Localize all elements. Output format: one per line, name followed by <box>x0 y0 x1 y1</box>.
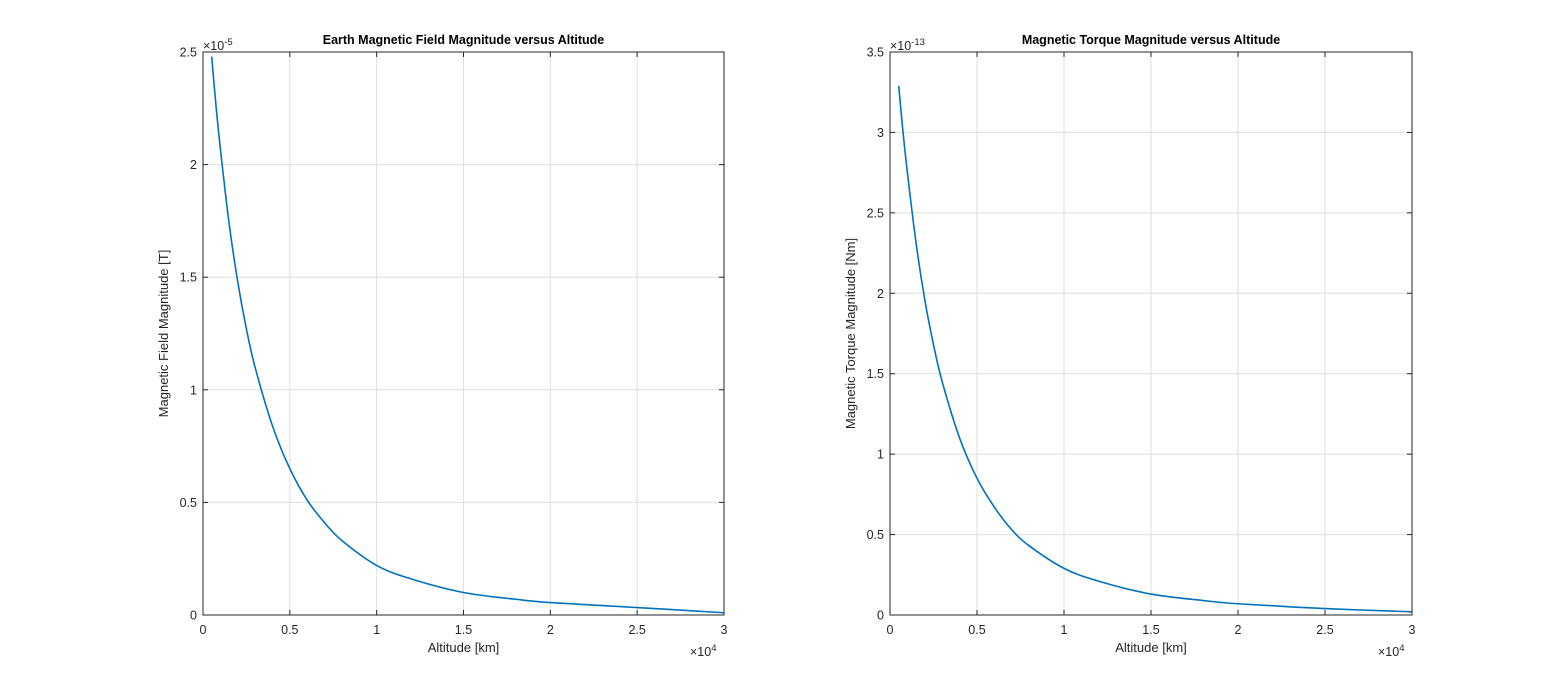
magnetic-field-curve <box>210 56 725 614</box>
magnetic-field-y-tick-label: 2.5 <box>180 46 197 60</box>
magnetic-torque-x-tick-label: 1 <box>1061 623 1068 637</box>
magnetic-field-y-axis-label: Magnetic Field Magnitude [T] <box>156 250 171 418</box>
magnetic-field-y-tick-label: 0.5 <box>180 496 197 510</box>
magnetic-torque-y-tick-label: 3.5 <box>867 46 884 60</box>
magnetic-torque-y-tick-label: 2 <box>877 287 884 301</box>
magnetic-torque-y-tick-label: 1 <box>877 448 884 462</box>
magnetic-field-x-tick-label: 2.5 <box>628 623 645 637</box>
magnetic-torque-y-tick-label: 1.5 <box>867 367 884 381</box>
magnetic-torque-y-tick-label: 3 <box>877 126 884 140</box>
magnetic-field-y-tick-label: 1 <box>190 383 197 397</box>
magnetic-field-x-tick-label: 0.5 <box>281 623 298 637</box>
magnetic-field-y-tick-label: 1.5 <box>180 271 197 285</box>
magnetic-field-x-tick-label: 3 <box>721 623 728 637</box>
magnetic-torque-y-tick-label: 2.5 <box>867 206 884 220</box>
magnetic-torque-x-axis-label: Altitude [km] <box>1115 640 1187 655</box>
magnetic-field-x-tick-label: 1.5 <box>455 623 472 637</box>
magnetic-torque-y-tick-label: 0 <box>877 609 884 623</box>
magnetic-field-x-tick-label: 1 <box>373 623 380 637</box>
magnetic-torque-y-exponent: ×10-13 <box>890 37 925 53</box>
magnetic-torque-y-axis-label: Magnetic Torque Magnitude [Nm] <box>843 238 858 429</box>
magnetic-torque-x-tick-label: 2.5 <box>1316 623 1333 637</box>
magnetic-field-x-axis-label: Altitude [km] <box>428 640 500 655</box>
magnetic-field-chart-title: Earth Magnetic Field Magnitude versus Al… <box>323 33 605 47</box>
magnetic-torque-x-tick-label: 0 <box>887 623 894 637</box>
magnetic-torque-y-tick-label: 0.5 <box>867 528 884 542</box>
magnetic-torque-x-tick-label: 1.5 <box>1142 623 1159 637</box>
magnetic-torque-x-tick-label: 3 <box>1409 623 1416 637</box>
magnetic-torque-x-tick-label: 0.5 <box>968 623 985 637</box>
magnetic-field-chart: 0 0.5 1 1.5 2 2.5 3 0 0.5 1 1.5 2 2.5 Earth Magnetic… <box>156 33 728 659</box>
magnetic-field-y-tick-label: 2 <box>190 158 197 172</box>
magnetic-torque-chart: 0 0.5 1 1.5 2 2.5 3 0 0.5 1 1.5 2 2.5 3 3.5 Magnetic T… <box>843 33 1416 659</box>
magnetic-torque-curve <box>897 85 1413 613</box>
magnetic-field-y-tick-label: 0 <box>190 609 197 623</box>
magnetic-torque-x-exponent: ×104 <box>1378 643 1405 659</box>
magnetic-torque-x-tick-label: 2 <box>1235 623 1242 637</box>
magnetic-torque-chart-title: Magnetic Torque Magnitude versus Altitud… <box>1022 33 1280 47</box>
magnetic-field-x-exponent: ×104 <box>690 643 717 659</box>
magnetic-field-x-tick-label: 2 <box>547 623 554 637</box>
magnetic-field-x-tick-label: 0 <box>200 623 207 637</box>
magnetic-field-y-exponent: ×10-5 <box>203 37 233 53</box>
